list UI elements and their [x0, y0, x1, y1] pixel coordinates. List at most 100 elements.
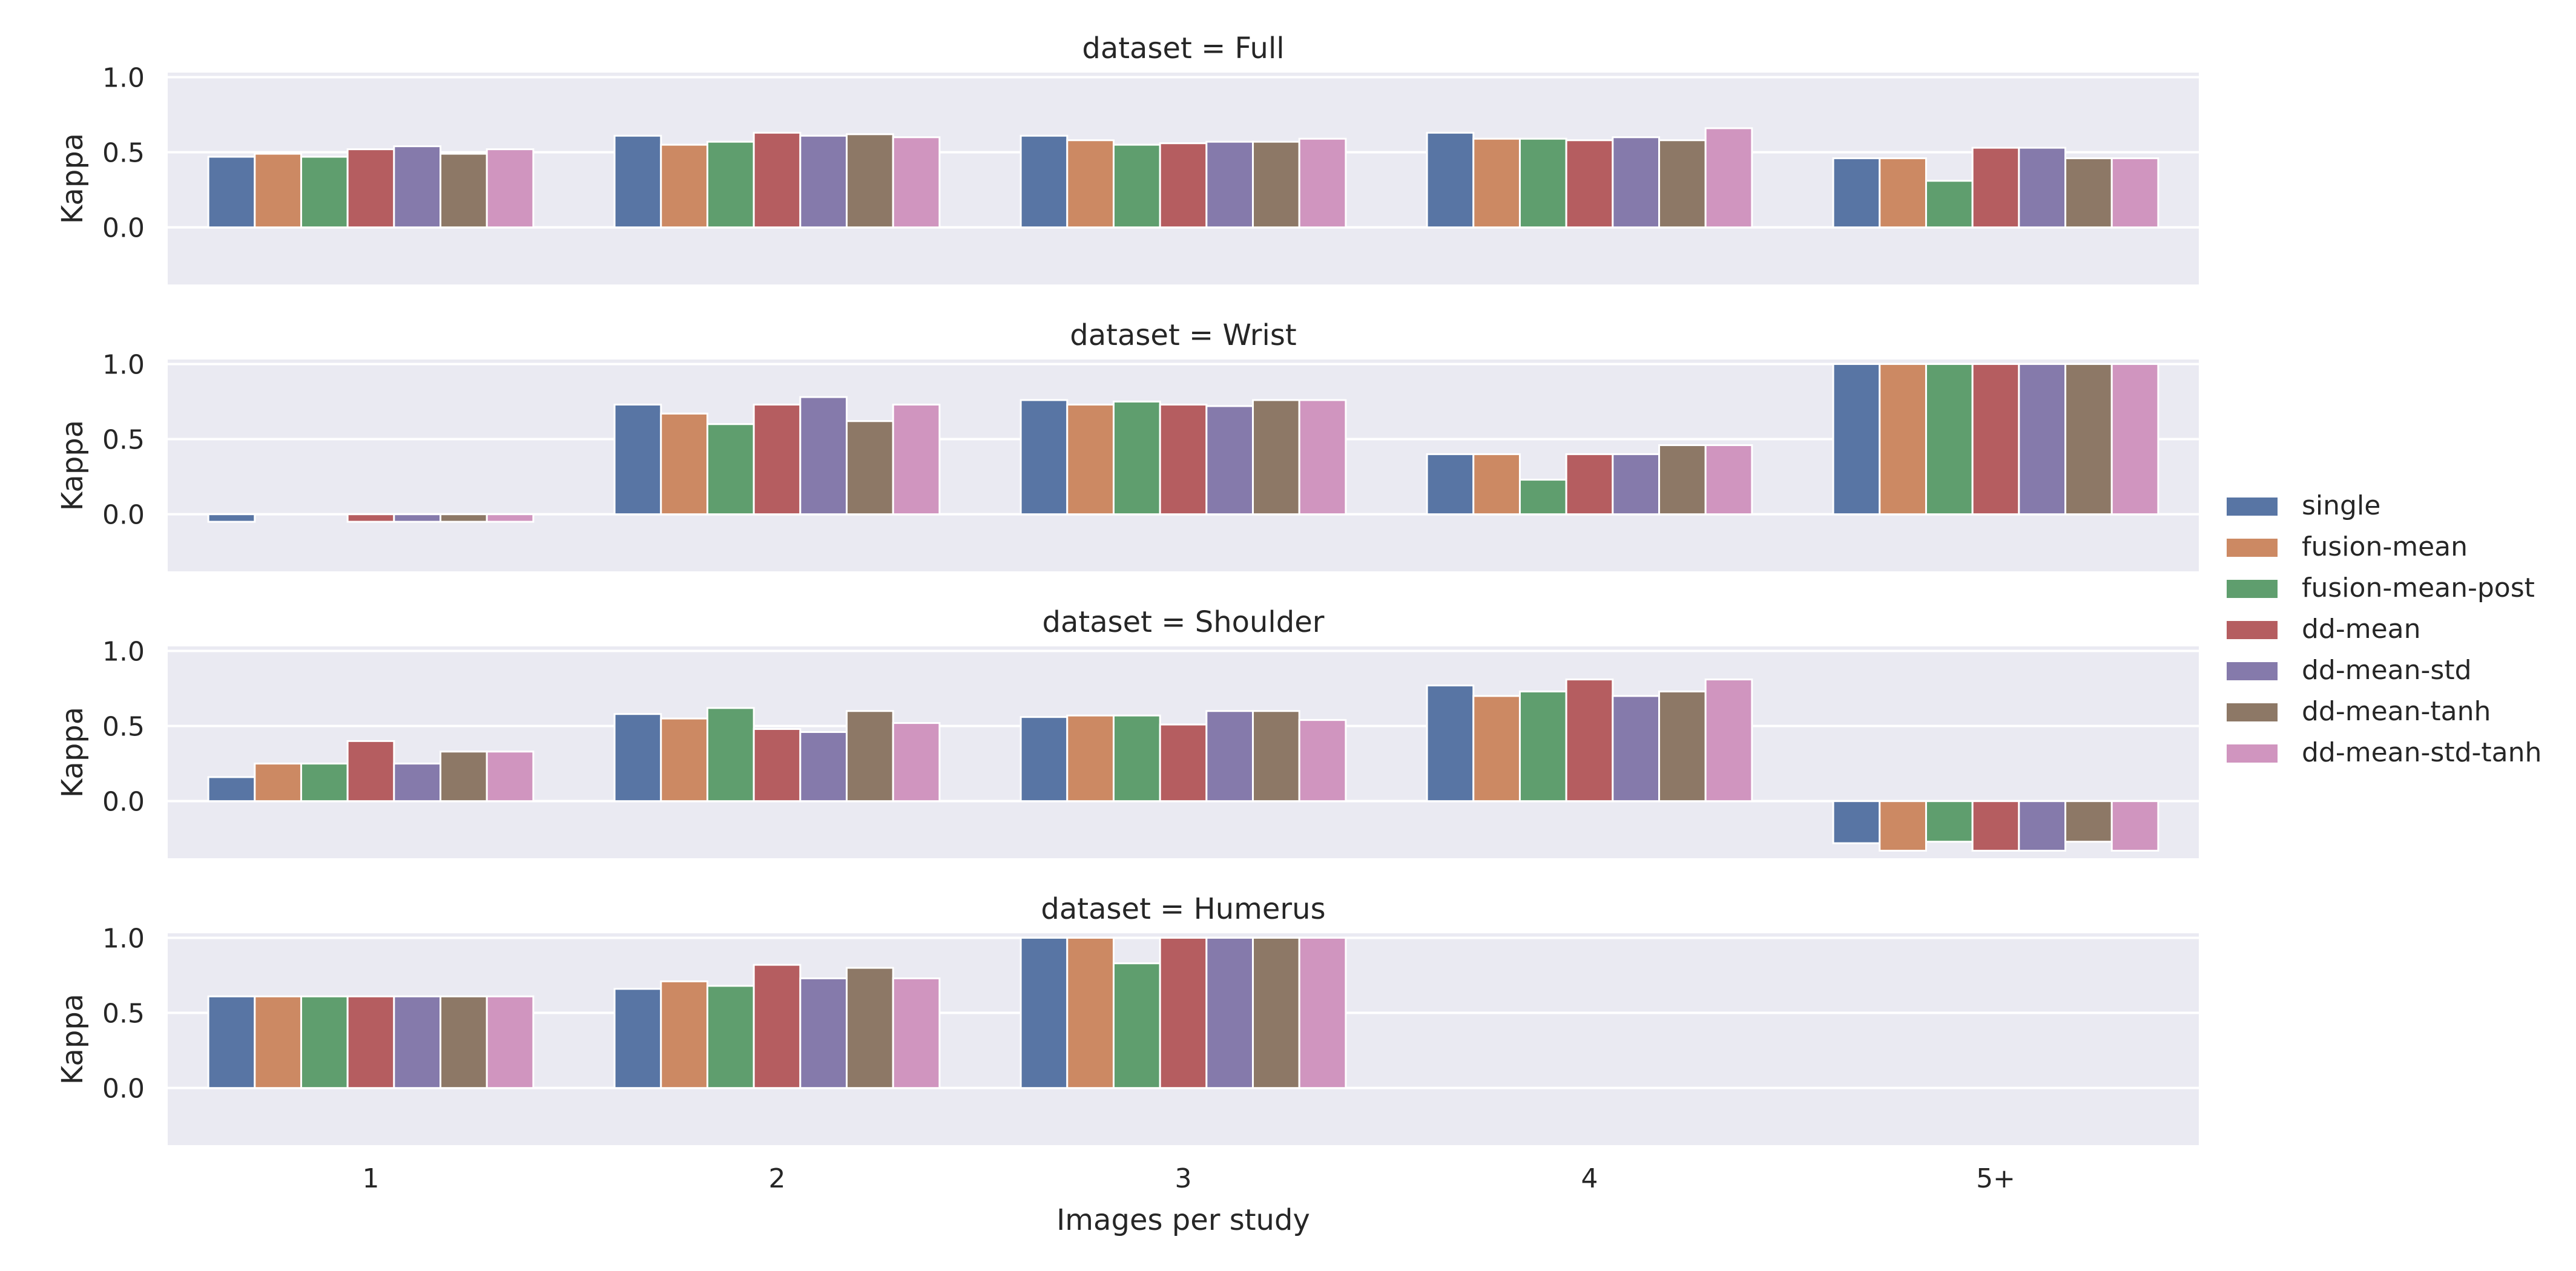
- bar-dd-mean-3: [1159, 142, 1208, 229]
- bar-single-1: [207, 995, 256, 1089]
- y-tick-label: 1.0: [102, 349, 145, 380]
- x-tick-label: 3: [1175, 1163, 1192, 1194]
- legend-swatch: [2227, 498, 2278, 516]
- bar-dd-mean-std-tanh-2: [892, 977, 941, 1089]
- bar-single-2: [613, 713, 662, 803]
- bar-dd-mean-tanh-4: [1658, 444, 1707, 516]
- y-tick-label: 0.0: [102, 1074, 145, 1105]
- y-tick-label: 0.5: [102, 712, 145, 743]
- legend-swatch: [2227, 744, 2278, 763]
- bar-dd-mean-std-tanh-2: [892, 722, 941, 803]
- bar-dd-mean-tanh-3: [1252, 399, 1300, 516]
- bar-dd-mean-std-2: [799, 396, 848, 516]
- legend-item: fusion-mean-post: [2227, 573, 2535, 603]
- y-tick-label: 1.0: [102, 636, 145, 667]
- bar-dd-mean-std-3: [1205, 405, 1254, 516]
- bar-dd-mean-tanh-4: [1658, 139, 1707, 229]
- bar-dd-mean-2: [753, 403, 802, 516]
- bar-dd-mean-std-3: [1205, 710, 1254, 803]
- bar-fusion-mean-post-1: [300, 995, 349, 1089]
- bar-dd-mean-tanh-5+: [2064, 157, 2113, 229]
- bar-dd-mean-std-3: [1205, 140, 1254, 229]
- y-axis-label: Kappa: [56, 420, 90, 511]
- bar-single-3: [1020, 936, 1069, 1089]
- bar-dd-mean-std-4: [1612, 695, 1661, 803]
- legend-swatch: [2227, 621, 2278, 639]
- bar-single-4: [1426, 453, 1475, 516]
- bar-dd-mean-5+: [1971, 363, 2020, 516]
- bar-fusion-mean-2: [660, 143, 708, 229]
- panel-2: 0.0 0.5 1.0 Kappa dataset = Wrist: [56, 318, 2199, 571]
- bar-fusion-mean-post-5+: [1925, 363, 1974, 516]
- bar-dd-mean-4: [1565, 678, 1614, 803]
- legend-label: dd-mean-tanh: [2302, 696, 2491, 727]
- bar-dd-mean-std-tanh-3: [1298, 137, 1347, 229]
- x-axis: 1 2 3 4 5+ Images per study: [363, 1163, 2015, 1237]
- bar-fusion-mean-5+: [1879, 157, 1927, 229]
- bar-dd-mean-std-tanh-3: [1298, 399, 1347, 516]
- bar-dd-mean-std-4: [1612, 136, 1661, 229]
- bar-fusion-mean-post-5+: [1925, 180, 1974, 229]
- bar-dd-mean-std-5+: [2018, 363, 2067, 516]
- bar-single-2: [613, 134, 662, 229]
- bar-dd-mean-std-tanh-4: [1704, 127, 1753, 229]
- panel-3: 0.0 0.5 1.0 Kappa dataset = Shoulder: [56, 605, 2199, 858]
- bar-single-3: [1020, 134, 1069, 229]
- y-tick-label: 0.0: [102, 213, 145, 244]
- panel-title: dataset = Wrist: [1070, 318, 1296, 352]
- bar-dd-mean-3: [1159, 403, 1208, 516]
- bar-dd-mean-3: [1159, 723, 1208, 803]
- bar-fusion-mean-1: [254, 763, 302, 803]
- bar-dd-mean-std-2: [799, 977, 848, 1089]
- y-tick-label: 0.0: [102, 787, 145, 818]
- legend-swatch: [2227, 580, 2278, 598]
- panel-1: 0.0 0.5 1.0 Kappa dataset = Full: [56, 31, 2199, 284]
- bar-dd-mean-2: [753, 964, 802, 1089]
- bar-single-3: [1020, 716, 1069, 803]
- x-tick-label: 4: [1581, 1163, 1598, 1194]
- bar-single-2: [613, 988, 662, 1089]
- y-tick-label: 0.0: [102, 500, 145, 531]
- bar-dd-mean-std-tanh-4: [1704, 444, 1753, 516]
- bar-dd-mean-std-tanh-5+: [2110, 363, 2159, 516]
- bar-single-5+: [1832, 800, 1881, 844]
- panels-layer: 0.0 0.5 1.0 Kappa dataset = Full 0.0 0.5 1.0 Kap…: [56, 31, 2199, 1145]
- bar-fusion-mean-2: [660, 717, 708, 803]
- x-tick-label: 1: [363, 1163, 380, 1194]
- bar-dd-mean-1: [346, 513, 395, 523]
- bar-dd-mean-std-tanh-2: [892, 136, 941, 229]
- bar-dd-mean-std-4: [1612, 453, 1661, 516]
- bar-fusion-mean-1: [254, 153, 302, 229]
- bar-dd-mean-tanh-3: [1252, 710, 1300, 803]
- bar-dd-mean-std-tanh-5+: [2110, 157, 2159, 229]
- bar-dd-mean-tanh-2: [846, 710, 894, 803]
- bar-dd-mean-std-tanh-2: [892, 403, 941, 516]
- bar-fusion-mean-2: [660, 412, 708, 516]
- bar-dd-mean-std-tanh-5+: [2110, 800, 2159, 852]
- bar-dd-mean-std-tanh-1: [486, 995, 535, 1089]
- bar-dd-mean-1: [346, 995, 395, 1089]
- bar-dd-mean-3: [1159, 936, 1208, 1089]
- bar-fusion-mean-5+: [1879, 363, 1927, 516]
- bar-dd-mean-tanh-4: [1658, 690, 1707, 803]
- bar-single-5+: [1832, 157, 1881, 229]
- legend-label: single: [2302, 490, 2380, 521]
- legend-item: dd-mean-tanh: [2227, 696, 2491, 727]
- legend-item: dd-mean: [2227, 614, 2421, 645]
- y-axis-label: Kappa: [56, 707, 90, 798]
- bar-single-1: [207, 513, 256, 523]
- legend-label: fusion-mean-post: [2302, 573, 2535, 603]
- bar-fusion-mean-post-1: [300, 156, 349, 229]
- bar-dd-mean-tanh-2: [846, 420, 894, 516]
- panel-title: dataset = Shoulder: [1043, 605, 1325, 639]
- bar-single-1: [207, 156, 256, 229]
- bar-fusion-mean-post-3: [1112, 962, 1161, 1089]
- bar-dd-mean-std-tanh-3: [1298, 936, 1347, 1089]
- y-axis-label: Kappa: [56, 133, 90, 224]
- bar-dd-mean-tanh-5+: [2064, 800, 2113, 843]
- y-tick-label: 0.5: [102, 138, 145, 169]
- bar-dd-mean-tanh-5+: [2064, 363, 2113, 516]
- y-axis-label: Kappa: [56, 994, 90, 1085]
- bar-fusion-mean-post-2: [706, 985, 755, 1089]
- bar-dd-mean-tanh-3: [1252, 140, 1300, 229]
